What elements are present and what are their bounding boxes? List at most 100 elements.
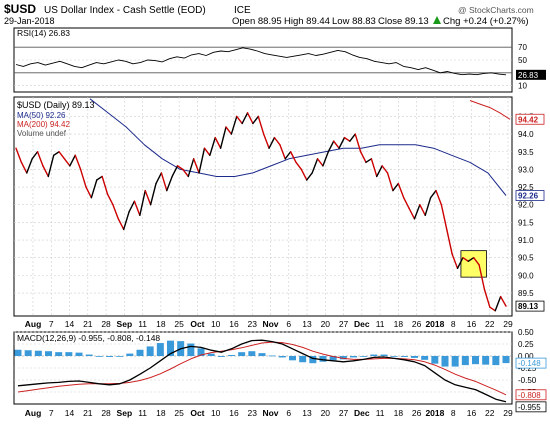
price-series-segment bbox=[359, 151, 367, 164]
x-axis-bottom-tick-label: 26 bbox=[412, 408, 422, 418]
macd-histogram-bar bbox=[380, 354, 388, 356]
price-tick-label: 93.0 bbox=[518, 165, 534, 174]
price-series-segment bbox=[117, 218, 125, 231]
price-series-segment bbox=[478, 264, 486, 291]
price-series-segment bbox=[316, 158, 324, 167]
x-axis-top-tick-label: 11 bbox=[376, 319, 385, 329]
x-axis-top-tick-label: Nov bbox=[262, 319, 278, 329]
macd-histogram-bar bbox=[400, 356, 408, 357]
histogram-value-badge-label: -0.148 bbox=[518, 359, 541, 368]
ma50-value-badge-label: 92.26 bbox=[518, 192, 539, 201]
macd-line bbox=[17, 339, 507, 403]
x-axis-bottom-tick-label: Oct bbox=[190, 408, 204, 418]
x-axis-top-tick-label: 22 bbox=[485, 319, 495, 329]
price-series-segment bbox=[429, 189, 437, 199]
x-axis-top-tick-label: 20 bbox=[321, 319, 331, 329]
macd-histogram-bar bbox=[451, 356, 459, 367]
macd-histogram-bar bbox=[75, 352, 83, 356]
price-series-segment bbox=[155, 172, 163, 185]
price-series-segment bbox=[198, 147, 206, 174]
rsi-series-line bbox=[15, 47, 507, 76]
price-value-badge-label: 89.13 bbox=[518, 302, 539, 311]
watermark: @ StockCharts.com bbox=[458, 5, 534, 15]
price-series-segment bbox=[451, 253, 459, 270]
price-series-segment bbox=[332, 140, 340, 149]
consolidation-highlight-box bbox=[460, 250, 487, 278]
macd-histogram-bar bbox=[502, 356, 510, 364]
macd-histogram-bar bbox=[106, 356, 113, 357]
price-series-segment bbox=[31, 151, 39, 160]
macd-histogram-bar bbox=[228, 355, 235, 356]
x-axis-top-tick-label: 23 bbox=[247, 319, 257, 329]
x-axis-bottom-tick-label: 22 bbox=[485, 408, 495, 418]
price-series-segment bbox=[20, 161, 28, 174]
x-axis-top-tick-label: 18 bbox=[394, 319, 404, 329]
x-axis-top-tick-label: 16 bbox=[229, 319, 239, 329]
macd-histogram-bar bbox=[421, 356, 429, 360]
price-series-segment bbox=[160, 172, 168, 192]
price-series-segment bbox=[284, 151, 292, 160]
x-axis-bottom-tick-label: Dec bbox=[354, 408, 370, 418]
price-series-segment bbox=[106, 193, 114, 206]
x-axis-top-tick-label: Dec bbox=[354, 319, 370, 329]
rsi-tick-label: 70 bbox=[518, 43, 527, 52]
macd-histogram-bar bbox=[95, 356, 103, 357]
price-series-segment bbox=[219, 126, 227, 149]
price-series-segment bbox=[139, 189, 146, 217]
x-axis-bottom-tick-label: 18 bbox=[394, 408, 404, 418]
macd-histogram-bar bbox=[461, 356, 469, 366]
macd-histogram-bar bbox=[197, 348, 205, 356]
x-axis-top-tick-label: 13 bbox=[302, 319, 312, 329]
x-axis-top-tick-label: 11 bbox=[138, 319, 147, 329]
price-legend-ma200: MA(200) 94.42 bbox=[17, 120, 70, 129]
rsi-tick-label: 10 bbox=[518, 82, 527, 91]
price-legend-volume: Volume undef bbox=[17, 129, 67, 138]
macd-histogram-bar bbox=[319, 356, 327, 362]
price-series-segment bbox=[26, 158, 33, 174]
date-label: 29-Jan-2018 bbox=[4, 16, 55, 26]
price-series-segment bbox=[435, 189, 443, 206]
price-tick-label: 90.5 bbox=[518, 254, 534, 263]
rsi-legend: RSI(14) 26.83 bbox=[17, 28, 70, 38]
price-tick-label: 92.5 bbox=[518, 183, 534, 192]
x-axis-top-tick-label: 8 bbox=[451, 319, 456, 329]
x-axis-bottom-tick-label: 29 bbox=[503, 408, 513, 418]
x-axis-bottom-tick-label: 16 bbox=[229, 408, 239, 418]
price-series-segment bbox=[133, 200, 141, 217]
x-axis-top-tick-label: 6 bbox=[286, 319, 291, 329]
macd-histogram-bar bbox=[24, 350, 32, 356]
ma50-value-badge bbox=[515, 190, 545, 201]
price-series-segment bbox=[246, 112, 254, 125]
price-series-segment bbox=[214, 136, 222, 149]
price-series-segment bbox=[440, 204, 448, 231]
price-series-segment bbox=[90, 179, 98, 199]
symbol-title: $USD bbox=[4, 2, 36, 16]
x-axis-bottom-tick-label: 10 bbox=[211, 408, 221, 418]
x-axis-bottom-tick-label: 18 bbox=[156, 408, 166, 418]
price-legend-ma50: MA(50) 92.26 bbox=[17, 111, 66, 120]
macd-histogram-bar bbox=[268, 355, 276, 357]
arrow-up-icon bbox=[433, 16, 441, 24]
price-tick-label: 94.0 bbox=[518, 130, 534, 139]
price-series-segment bbox=[209, 136, 216, 156]
x-axis-bottom-tick-label: 16 bbox=[467, 408, 477, 418]
price-series-segment bbox=[327, 140, 335, 153]
macd-histogram-bar bbox=[350, 356, 357, 358]
price-series-segment bbox=[230, 115, 238, 135]
macd-legend: MACD(12,26,9) -0.955, -0.808, -0.148 bbox=[17, 333, 160, 343]
ma200-value-badge bbox=[515, 113, 545, 125]
macd-histogram-bar bbox=[65, 352, 73, 356]
x-axis-bottom-tick-label: 11 bbox=[376, 408, 385, 418]
macd-histogram-bar bbox=[360, 356, 368, 357]
price-tick-label: 89.5 bbox=[518, 289, 534, 298]
macd-tick-label: 0.50 bbox=[518, 328, 534, 337]
price-tick-label: 90.0 bbox=[518, 271, 534, 280]
x-axis-bottom-tick-label: 2018 bbox=[425, 408, 444, 418]
x-axis-top-tick-label: Sep bbox=[117, 319, 133, 329]
x-axis-top-tick-label: 29 bbox=[503, 319, 513, 329]
price-series-segment bbox=[96, 175, 103, 181]
price-series-segment bbox=[365, 158, 373, 164]
price-series-segment bbox=[257, 115, 265, 135]
